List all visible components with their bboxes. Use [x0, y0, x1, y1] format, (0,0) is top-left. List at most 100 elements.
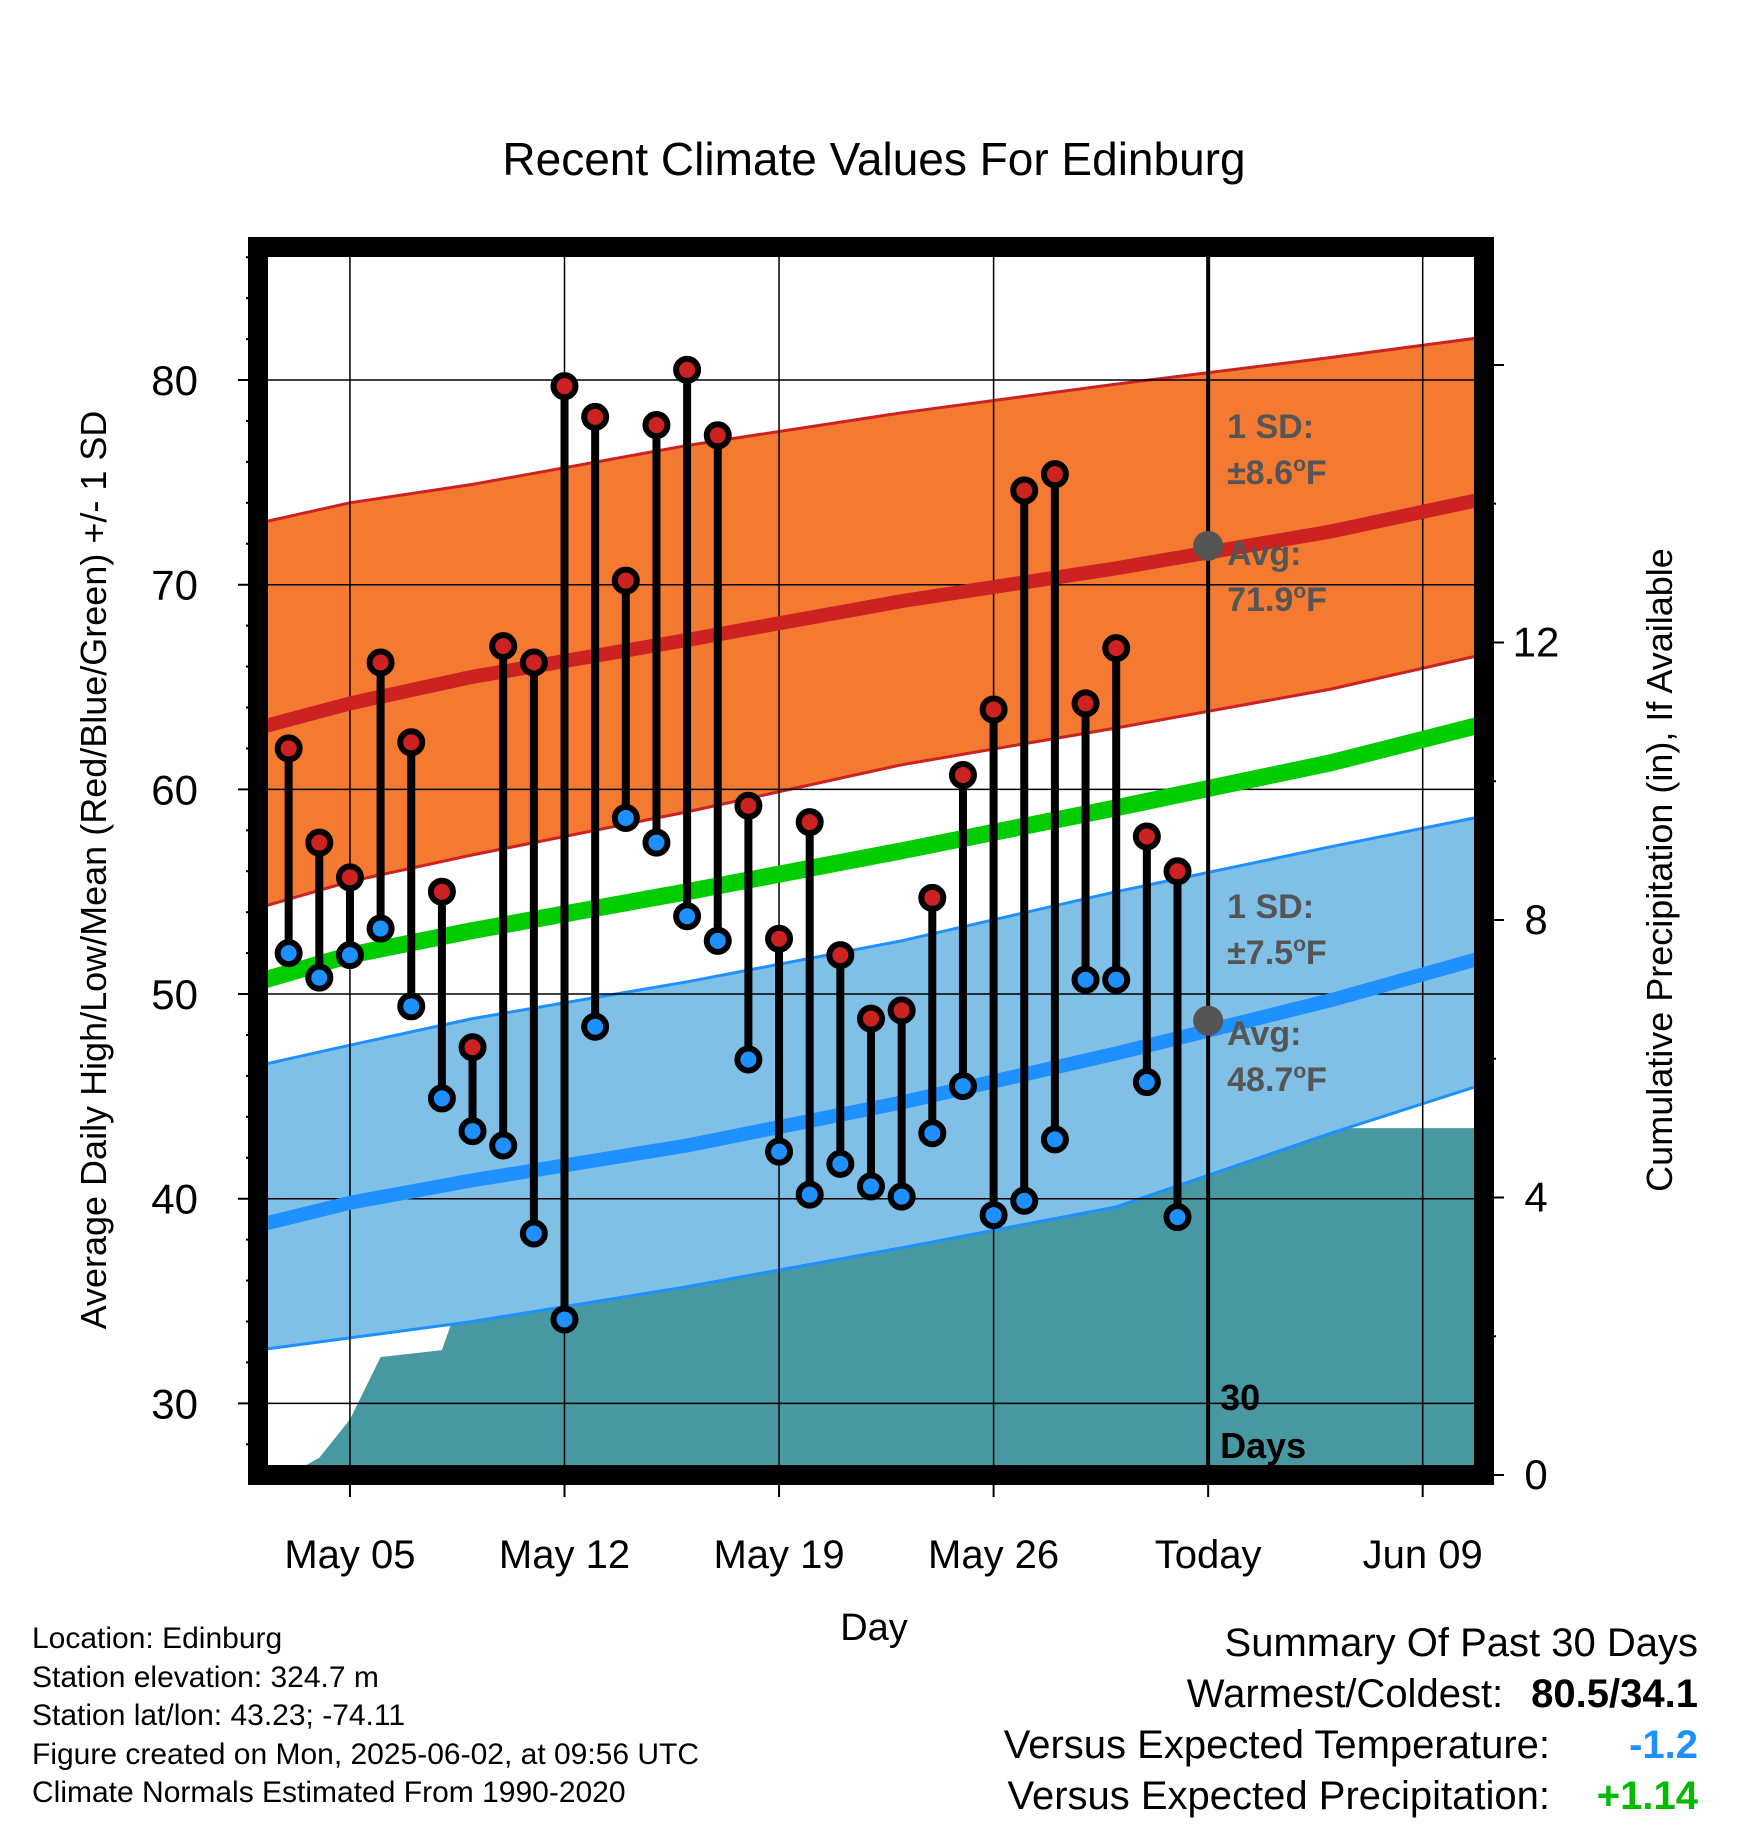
y-tick-label: 60	[151, 766, 198, 813]
high-point	[366, 648, 395, 677]
low-point	[519, 1219, 548, 1248]
y2-tick-label: 4	[1524, 1173, 1547, 1220]
latlon-text: Station lat/lon: 43.23; -74.11	[32, 1699, 406, 1732]
low-point	[550, 1305, 579, 1334]
high-point	[826, 941, 855, 970]
days-count-text: 30	[1220, 1377, 1260, 1418]
low-point	[1163, 1203, 1192, 1232]
elevation-text: Station elevation: 324.7 m	[32, 1660, 379, 1694]
y2-tick-label: 8	[1524, 896, 1547, 943]
y-axis-label: Average Daily High/Low/Mean (Red/Blue/Gr…	[73, 411, 114, 1330]
precip-label: Versus Expected Precipitation:	[1007, 1774, 1550, 1818]
plot-frame	[248, 237, 1494, 1485]
x-tick-label: May 26	[928, 1533, 1059, 1577]
high-point	[397, 728, 426, 757]
low-point	[1102, 965, 1131, 994]
high-point	[458, 1033, 487, 1062]
low-point	[887, 1182, 916, 1211]
low-point	[765, 1137, 794, 1166]
chart-title: Recent Climate Values For Edinburg	[502, 133, 1245, 185]
high-point	[734, 791, 763, 820]
high-point	[489, 632, 518, 661]
high-point	[1040, 460, 1069, 489]
low-avg-today-marker	[1193, 1005, 1224, 1036]
low-point	[673, 902, 702, 931]
high-avg-value: 71.9oF	[1227, 580, 1327, 619]
high-point	[274, 734, 303, 763]
y-tick-label: 70	[151, 562, 198, 609]
high-avg-label: Avg:	[1227, 535, 1301, 573]
low-point	[979, 1201, 1008, 1230]
high-point	[765, 924, 794, 953]
x-tick-label: May 12	[499, 1533, 630, 1577]
high-point	[1071, 689, 1100, 718]
low-avg-line	[258, 950, 1484, 1233]
plot-clip-group: 1 SD: ±8.6oF Avg: 71.9oF 1 SD: ±7.5oF Avg: 48.7…	[258, 247, 1484, 1475]
low-point	[795, 1180, 824, 1209]
x-tick-label: Jun 09	[1363, 1533, 1483, 1577]
high-point	[305, 828, 334, 857]
high-point	[335, 863, 364, 892]
high-point	[581, 402, 610, 431]
high-point	[673, 355, 702, 384]
temp-label: Versus Expected Temperature:	[1003, 1723, 1550, 1767]
warmest-value: 80.5/34.1	[1531, 1672, 1698, 1716]
high-point	[1132, 822, 1161, 851]
low-point	[826, 1149, 855, 1178]
high-point	[1010, 476, 1039, 505]
low-sd-label: 1 SD:	[1227, 888, 1314, 926]
high-sd-lower-line	[258, 652, 1484, 910]
warmest-label: Warmest/Coldest:	[1186, 1672, 1504, 1716]
plot-area: 1 SD: ±8.6oF Avg: 71.9oF 1 SD: ±7.5oF Avg: 48.7…	[258, 247, 1484, 1475]
summary-temp-row: Versus Expected Temperature: -1.2	[1004, 1720, 1698, 1771]
low-point	[1010, 1186, 1039, 1215]
x-tick-label: May 05	[284, 1533, 415, 1577]
low-point	[1132, 1068, 1161, 1097]
summary-panel: Summary Of Past 30 Days Warmest/Coldest:…	[1004, 1618, 1698, 1822]
high-point	[611, 566, 640, 595]
low-point	[703, 926, 732, 955]
station-info: Location: Edinburg Station elevation: 32…	[32, 1620, 699, 1813]
summary-precip-row: Versus Expected Precipitation: +1.14	[1004, 1771, 1698, 1822]
low-point	[274, 939, 303, 968]
high-sd-value: ±8.6oF	[1227, 453, 1327, 492]
high-sd-label: 1 SD:	[1227, 408, 1314, 446]
low-point	[1040, 1125, 1069, 1154]
low-point	[642, 828, 671, 857]
high-point	[887, 996, 916, 1025]
high-point	[1163, 857, 1192, 886]
high-point	[642, 411, 671, 440]
x-tick-label: Today	[1155, 1533, 1262, 1577]
y-tick-label: 30	[151, 1380, 198, 1427]
low-point	[397, 992, 426, 1021]
high-point	[519, 648, 548, 677]
y-tick-label: 80	[151, 357, 198, 404]
low-point	[366, 914, 395, 943]
high-point	[795, 808, 824, 837]
low-point	[305, 963, 334, 992]
low-point	[1071, 965, 1100, 994]
low-point	[611, 804, 640, 833]
low-sd-lower-line	[258, 1082, 1484, 1352]
x-axis-label: Day	[840, 1607, 908, 1649]
high-point	[703, 421, 732, 450]
location-text: Location: Edinburg	[32, 1622, 283, 1655]
high-point	[979, 695, 1008, 724]
low-point	[489, 1131, 518, 1160]
y2-axis-label: Cumulative Precipitation (in), If Availa…	[1639, 548, 1680, 1192]
low-avg-label: Avg:	[1227, 1015, 1301, 1053]
low-point	[427, 1084, 456, 1113]
low-point	[581, 1012, 610, 1041]
high-point	[857, 1004, 885, 1033]
summary-warmest-row: Warmest/Coldest: 80.5/34.1	[1004, 1669, 1698, 1720]
high-avg-today-marker	[1193, 530, 1224, 561]
y-tick-label: 40	[151, 1176, 198, 1223]
high-point	[918, 883, 947, 912]
high-avg-line	[258, 491, 1484, 735]
high-point	[427, 877, 456, 906]
low-point	[335, 941, 364, 970]
low-avg-value: 48.7oF	[1227, 1060, 1327, 1099]
low-point	[734, 1045, 763, 1074]
high-point	[1102, 634, 1131, 663]
